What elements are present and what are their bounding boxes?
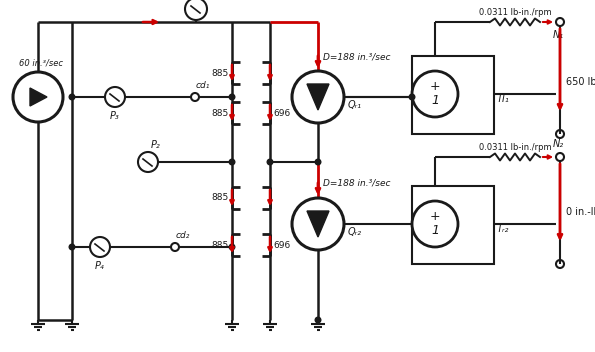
Text: P₄: P₄ [95,261,105,271]
Circle shape [229,94,235,100]
Text: 1: 1 [431,225,439,238]
Circle shape [267,159,273,165]
Text: 0 in.-lb: 0 in.-lb [566,207,595,217]
Polygon shape [307,211,329,237]
Text: +: + [430,210,440,224]
Circle shape [229,159,235,165]
Text: 1: 1 [431,94,439,107]
Text: P₂: P₂ [151,140,161,150]
Text: 885: 885 [212,240,229,250]
Text: 650 lb-in.: 650 lb-in. [566,77,595,87]
Text: 0.0311 lb-in./rpm: 0.0311 lb-in./rpm [479,143,552,152]
Text: 696: 696 [273,240,290,250]
Circle shape [409,94,415,100]
Text: Qᵣ₁: Qᵣ₁ [348,100,362,110]
Text: 885: 885 [212,69,229,77]
Circle shape [315,317,321,323]
Text: +: + [430,81,440,94]
FancyBboxPatch shape [412,56,494,134]
Circle shape [315,159,321,165]
Text: TI₁: TI₁ [497,94,510,104]
Circle shape [229,244,235,250]
Text: cd₂: cd₂ [176,231,190,240]
Text: Qᵣ₂: Qᵣ₂ [348,227,362,237]
Text: 885: 885 [212,194,229,202]
Text: N₁: N₁ [552,30,563,40]
Text: 696: 696 [273,108,290,118]
Text: 60 in.³/sec: 60 in.³/sec [19,59,63,68]
Polygon shape [307,84,329,110]
Text: P₃: P₃ [110,111,120,121]
Circle shape [69,244,75,250]
Text: 0.0311 lb-in./rpm: 0.0311 lb-in./rpm [479,8,552,17]
Text: Tᵣ₂: Tᵣ₂ [497,224,509,234]
Text: D=188 in.³/sec: D=188 in.³/sec [323,52,390,61]
Circle shape [69,94,75,100]
Text: cd₁: cd₁ [196,81,211,90]
Text: 885: 885 [212,108,229,118]
FancyBboxPatch shape [412,186,494,264]
Polygon shape [30,88,47,106]
Text: N₂: N₂ [552,139,563,149]
Text: D=188 in.³/sec: D=188 in.³/sec [323,179,390,188]
